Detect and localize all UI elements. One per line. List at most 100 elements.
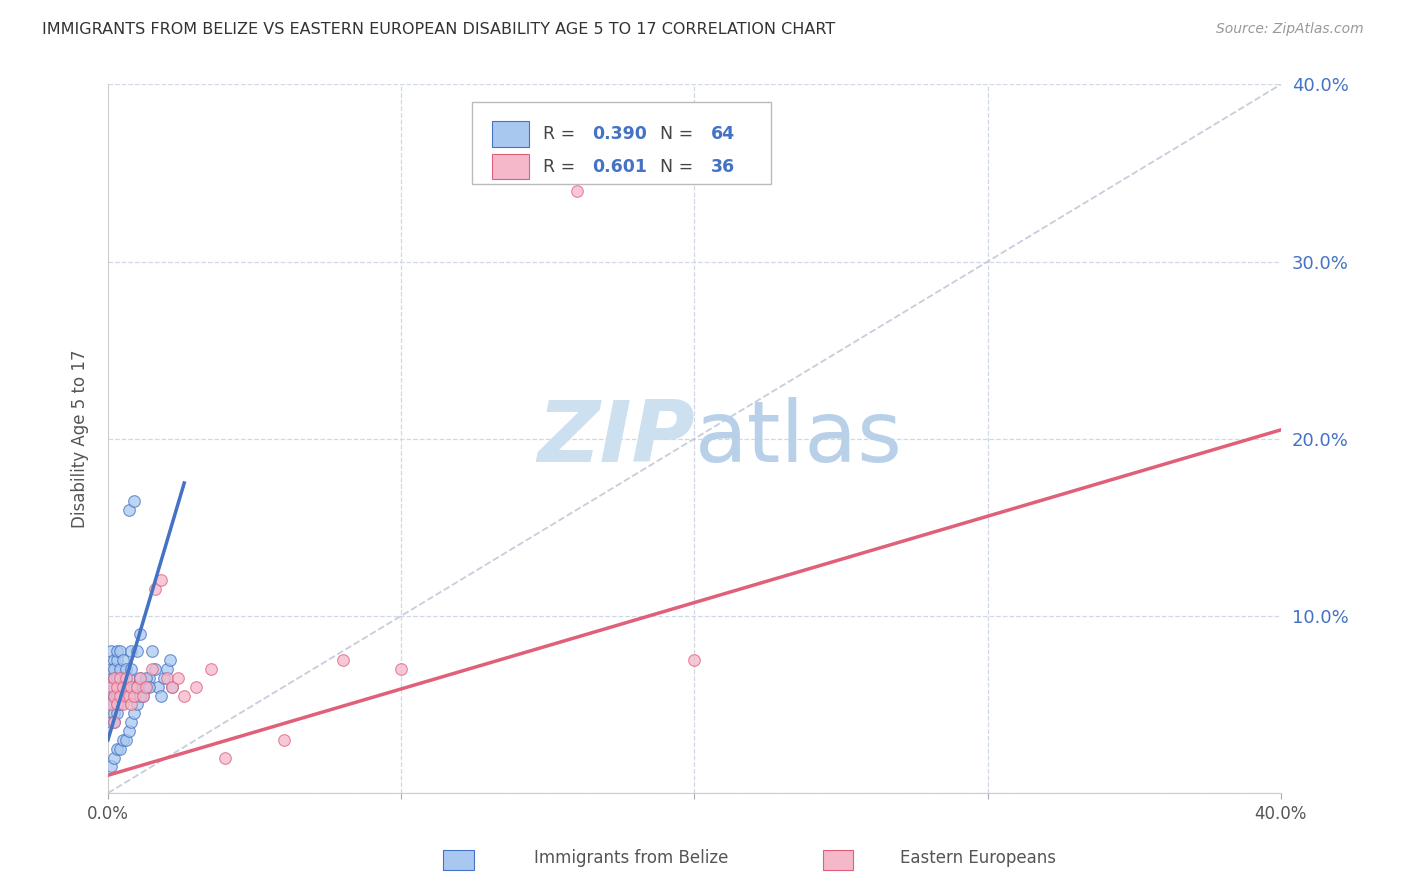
Point xyxy=(135,680,157,694)
Text: 0.601: 0.601 xyxy=(592,158,647,176)
Text: Eastern Europeans: Eastern Europeans xyxy=(900,849,1056,867)
Point xyxy=(103,750,125,764)
Point xyxy=(141,644,163,658)
Point xyxy=(117,502,139,516)
Point xyxy=(135,680,157,694)
Text: IMMIGRANTS FROM BELIZE VS EASTERN EUROPEAN DISABILITY AGE 5 TO 17 CORRELATION CH: IMMIGRANTS FROM BELIZE VS EASTERN EUROPE… xyxy=(42,22,835,37)
Point xyxy=(103,662,125,676)
Text: Immigrants from Belize: Immigrants from Belize xyxy=(534,849,728,867)
Point xyxy=(114,732,136,747)
Point xyxy=(127,680,149,694)
Point xyxy=(132,680,155,694)
Point xyxy=(108,644,131,658)
Point xyxy=(132,689,155,703)
Point xyxy=(111,671,134,685)
Text: N =: N = xyxy=(661,158,699,176)
Point xyxy=(159,653,181,667)
Point xyxy=(120,698,142,712)
Point xyxy=(138,680,160,694)
Point xyxy=(111,680,134,694)
Text: atlas: atlas xyxy=(695,397,903,480)
Point xyxy=(111,653,134,667)
Point xyxy=(565,184,588,198)
Point xyxy=(127,644,149,658)
Point xyxy=(105,680,128,694)
Point xyxy=(111,732,134,747)
Point xyxy=(149,689,172,703)
FancyBboxPatch shape xyxy=(471,103,770,184)
Point xyxy=(103,689,125,703)
Point xyxy=(124,689,146,703)
Point xyxy=(156,662,179,676)
Bar xyxy=(492,154,529,179)
Point xyxy=(138,671,160,685)
Point xyxy=(114,662,136,676)
Point xyxy=(105,706,128,721)
Point xyxy=(143,582,166,597)
Point xyxy=(114,671,136,685)
Text: 0.390: 0.390 xyxy=(592,125,647,143)
Text: N =: N = xyxy=(661,125,699,143)
Point xyxy=(105,698,128,712)
Point xyxy=(108,662,131,676)
Point xyxy=(127,698,149,712)
Point xyxy=(105,698,128,712)
Point xyxy=(132,689,155,703)
Point xyxy=(111,698,134,712)
Point xyxy=(117,689,139,703)
Point xyxy=(103,706,125,721)
Text: R =: R = xyxy=(543,125,581,143)
Point xyxy=(111,689,134,703)
Text: R =: R = xyxy=(543,158,581,176)
Point xyxy=(332,653,354,667)
Point xyxy=(683,653,706,667)
Point xyxy=(117,671,139,685)
Point xyxy=(120,715,142,730)
Text: Source: ZipAtlas.com: Source: ZipAtlas.com xyxy=(1216,22,1364,37)
Point xyxy=(162,680,184,694)
Point xyxy=(143,662,166,676)
Point xyxy=(100,680,122,694)
Point xyxy=(129,626,152,640)
Text: ZIP: ZIP xyxy=(537,397,695,480)
Point xyxy=(100,759,122,773)
Point xyxy=(100,680,122,694)
Point xyxy=(103,671,125,685)
Point xyxy=(100,644,122,658)
Point xyxy=(141,662,163,676)
Point xyxy=(108,671,131,685)
Point xyxy=(117,723,139,738)
Point xyxy=(100,662,122,676)
Point xyxy=(167,671,190,685)
Y-axis label: Disability Age 5 to 17: Disability Age 5 to 17 xyxy=(72,350,89,528)
Point xyxy=(200,662,222,676)
Point xyxy=(103,671,125,685)
Point xyxy=(129,671,152,685)
Point xyxy=(100,698,122,712)
Point xyxy=(105,689,128,703)
Bar xyxy=(492,121,529,146)
Point xyxy=(124,706,146,721)
Point xyxy=(124,493,146,508)
Point xyxy=(100,689,122,703)
Point xyxy=(105,653,128,667)
Point xyxy=(108,741,131,756)
Point xyxy=(156,671,179,685)
Point xyxy=(149,574,172,588)
Point xyxy=(120,680,142,694)
Point xyxy=(103,715,125,730)
Point xyxy=(173,689,195,703)
Point xyxy=(105,644,128,658)
Point xyxy=(120,662,142,676)
Point xyxy=(273,732,295,747)
Point xyxy=(389,662,412,676)
Point xyxy=(114,680,136,694)
Point xyxy=(103,680,125,694)
Point xyxy=(108,680,131,694)
Point xyxy=(114,689,136,703)
Point xyxy=(103,698,125,712)
Point xyxy=(105,671,128,685)
Text: 64: 64 xyxy=(711,125,735,143)
Point xyxy=(152,671,174,685)
Point xyxy=(103,715,125,730)
